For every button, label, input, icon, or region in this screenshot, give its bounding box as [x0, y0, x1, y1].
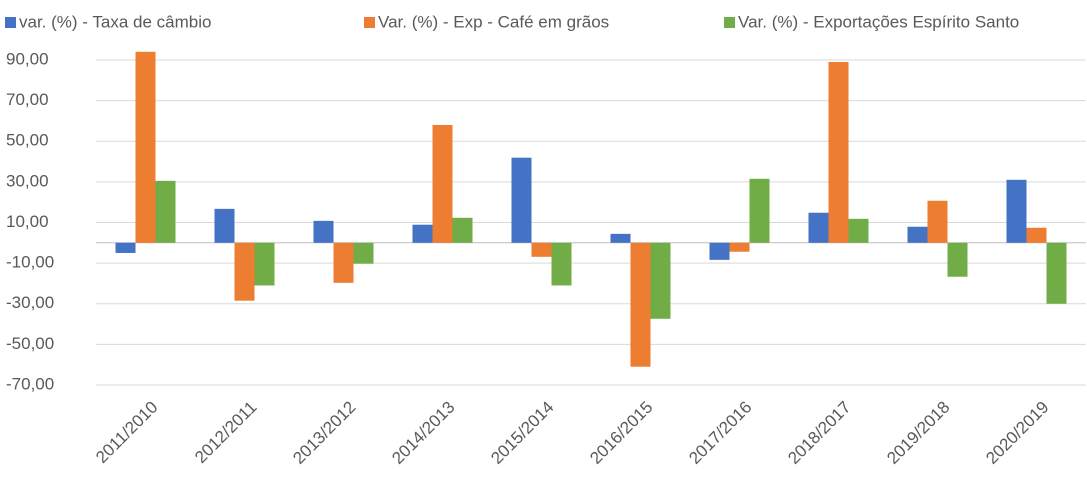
- legend-swatch: [364, 17, 375, 28]
- y-tick-label: -70,00: [6, 374, 54, 393]
- x-tick-label: 2014/2013: [388, 398, 458, 468]
- bar: [333, 242, 354, 283]
- bar: [353, 242, 374, 264]
- bar: [808, 212, 829, 243]
- bar: [511, 157, 532, 243]
- bar: [452, 217, 473, 243]
- y-tick-label: 10,00: [6, 212, 49, 231]
- bar: [729, 242, 750, 252]
- bar: [155, 180, 176, 243]
- x-tick-label: 2015/2014: [487, 398, 557, 468]
- legend-swatch: [5, 17, 16, 28]
- y-tick-label: 30,00: [6, 171, 49, 190]
- bar: [234, 242, 255, 301]
- bar: [828, 61, 849, 243]
- bar: [927, 200, 948, 243]
- bar: [947, 242, 968, 277]
- bar: [709, 242, 730, 260]
- bar: [1006, 179, 1027, 243]
- bar: [749, 178, 770, 243]
- y-tick-label: -30,00: [6, 293, 54, 312]
- legend-label: Var. (%) - Exp - Café em grãos: [378, 12, 609, 31]
- bar: [412, 224, 433, 243]
- bar: [848, 218, 869, 243]
- x-tick-label: 2011/2010: [92, 398, 161, 467]
- bar: [313, 220, 334, 243]
- legend-label: var. (%) - Taxa de câmbio: [19, 12, 211, 31]
- bar: [432, 124, 453, 243]
- x-tick-label: 2017/2016: [685, 398, 755, 468]
- bar: [907, 226, 928, 243]
- x-tick-label: 2020/2019: [982, 398, 1052, 468]
- y-tick-label: -10,00: [6, 253, 54, 272]
- bar: [214, 208, 235, 243]
- x-tick-label: 2016/2015: [586, 398, 656, 468]
- bar: [135, 51, 156, 243]
- bar: [630, 242, 651, 367]
- bar: [650, 242, 671, 319]
- y-tick-label: 70,00: [6, 90, 49, 109]
- y-tick-label: 50,00: [6, 131, 49, 150]
- x-tick-label: 2018/2017: [784, 398, 854, 468]
- legend-label: Var. (%) - Exportações Espírito Santo: [738, 12, 1019, 31]
- bar: [115, 242, 136, 253]
- bar: [1046, 242, 1067, 304]
- bar: [610, 233, 631, 243]
- bar: [531, 242, 552, 257]
- x-tick-label: 2013/2012: [289, 398, 359, 468]
- bar: [551, 242, 572, 286]
- legend-swatch: [724, 17, 735, 28]
- x-tick-label: 2012/2011: [191, 398, 260, 467]
- x-tick-label: 2019/2018: [883, 398, 953, 468]
- bar: [1026, 227, 1047, 243]
- bar: [254, 242, 275, 286]
- y-tick-label: 90,00: [6, 49, 49, 68]
- y-tick-label: -50,00: [6, 334, 54, 353]
